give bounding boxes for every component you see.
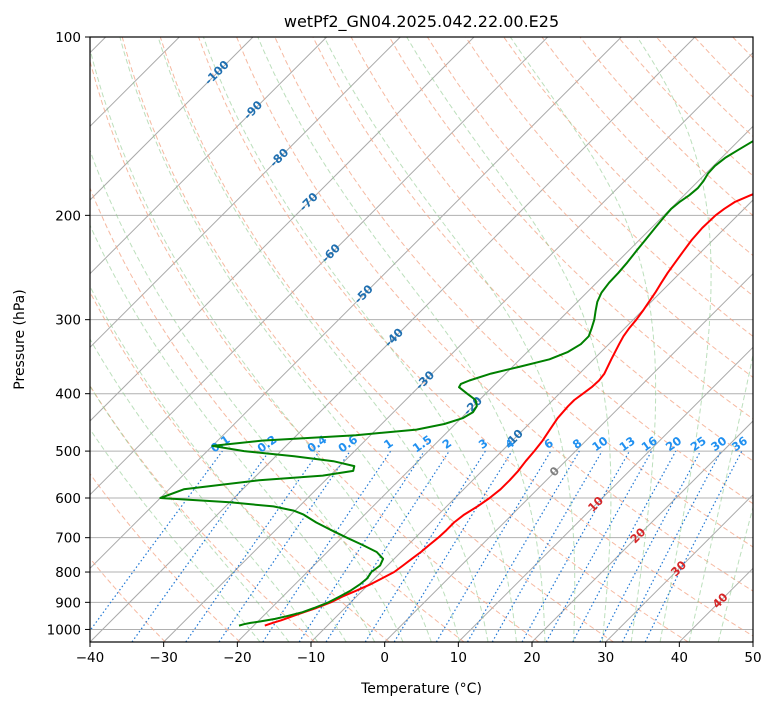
mixing-ratio-line [131, 450, 270, 642]
mixing-ratio-line [393, 450, 513, 642]
dry-adiabat [90, 384, 316, 642]
y-tick-label: 300 [55, 313, 81, 329]
isotherm-line [90, 37, 401, 349]
y-tick-label: 1000 [47, 622, 81, 638]
isotherm-line [90, 37, 549, 496]
moist-adiabat [636, 37, 712, 642]
moist-adiabat [257, 37, 546, 642]
isotherm-line [90, 37, 622, 570]
profile-series [159, 139, 753, 627]
moist-adiabat [119, 37, 461, 642]
x-tick-label: 10 [450, 650, 467, 666]
mixing-ratio-line [466, 450, 580, 642]
y-tick-label: 500 [55, 444, 81, 460]
dry-adiabat [503, 37, 753, 297]
moist-adiabat [688, 352, 753, 642]
moist-adiabat [202, 37, 517, 642]
x-tick-label: 50 [744, 650, 761, 666]
x-tick-label: 30 [597, 650, 614, 666]
chart-title: wetPf2_GN04.2025.042.22.00.E25 [284, 12, 559, 32]
moist-adiabat [323, 37, 576, 642]
x-tick-label: −30 [149, 650, 178, 666]
moist-adiabat [90, 428, 261, 642]
y-tick-label: 900 [55, 595, 81, 611]
dry-adiabat [159, 37, 689, 642]
isotherm-line [531, 420, 753, 642]
isotherm-line [90, 37, 696, 642]
isotherm-line [90, 37, 475, 422]
temperature-profile-line [264, 193, 753, 627]
dry-adiabat [90, 186, 465, 642]
mixing-ratio-line [644, 450, 743, 642]
x-tick-label: −20 [223, 650, 252, 666]
mixing-ratio-line [262, 450, 392, 642]
x-tick-label: 20 [523, 650, 540, 666]
isotherm-line [90, 37, 328, 275]
moist-adiabat [90, 47, 432, 642]
moist-adiabat [406, 37, 612, 642]
x-tick-label: 0 [380, 650, 389, 666]
mixing-ratio-lines [90, 450, 743, 642]
mixing-ratio-line [435, 450, 552, 642]
isotherm-line [457, 346, 753, 642]
dry-adiabat [90, 472, 241, 642]
moist-adiabat [90, 338, 319, 642]
moist-adiabat [90, 148, 404, 642]
dry-adiabat [350, 37, 753, 462]
plot-frame [89, 36, 754, 643]
y-tick-label: 400 [55, 387, 81, 403]
dry-adiabat [90, 59, 540, 642]
dry-adiabat [198, 37, 753, 637]
dry-adiabat [90, 291, 390, 642]
mixing-ratio-line [545, 450, 653, 642]
y-tick-label: 600 [55, 491, 81, 507]
y-tick-label: 200 [55, 208, 81, 224]
mixing-ratio-line [491, 450, 603, 642]
dry-adiabat-lines [90, 37, 753, 642]
dewpoint-profile-line [159, 139, 753, 627]
isotherm-line [236, 125, 753, 642]
isotherm-line [605, 493, 753, 642]
moist-adiabat [717, 505, 753, 642]
x-axis-title: Temperature (°C) [360, 681, 482, 697]
isotherm-line [384, 272, 753, 642]
isotherm-line [90, 37, 254, 201]
x-tick-label: 40 [671, 650, 688, 666]
dry-adiabat [236, 37, 753, 592]
x-tick-label: −10 [297, 650, 326, 666]
isotherm-line [310, 199, 753, 642]
y-axis: 1000 900 800 700 600 500 400 300 200 100 [47, 30, 90, 638]
moist-adiabat [90, 224, 376, 642]
moist-adiabat-lines [90, 37, 753, 642]
dry-adiabat [121, 37, 614, 642]
y-axis-title: Pressure (hPa) [12, 289, 28, 389]
x-axis: −40 −30 −20 −10 0 10 20 30 40 50 [76, 642, 762, 666]
y-tick-label: 700 [55, 531, 81, 547]
plot-area: -100-90-80-70-60-50-40-30-20-10010203040… [90, 37, 753, 642]
isotherm-grid [90, 37, 753, 642]
mixing-ratio-line [521, 450, 631, 642]
moist-adiabat [157, 37, 489, 642]
moist-adiabat [509, 37, 657, 642]
mixing-ratio-line [218, 450, 351, 642]
x-tick-label: −40 [76, 650, 105, 666]
y-tick-label: 100 [55, 30, 81, 46]
mixing-ratio-line [185, 450, 320, 642]
moist-adiabat [90, 285, 347, 642]
moist-adiabat [90, 385, 290, 642]
y-tick-label: 800 [55, 565, 81, 581]
isotherm-line [163, 51, 753, 642]
dry-adiabat [90, 557, 166, 642]
dry-adiabat [274, 37, 753, 548]
dry-adiabat [426, 37, 753, 378]
